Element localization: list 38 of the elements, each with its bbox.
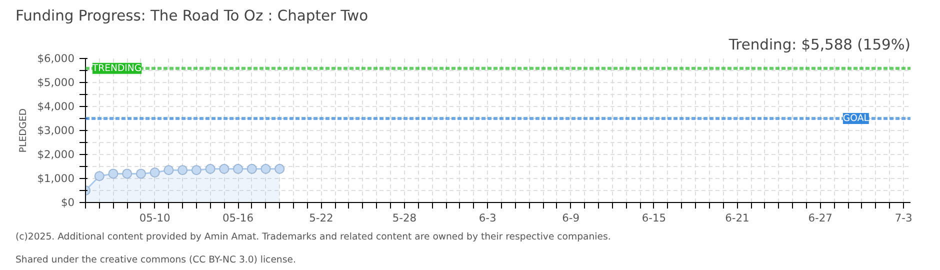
- point: [94, 171, 104, 182]
- x-tick-label: 05-16: [222, 212, 254, 224]
- point: [233, 164, 244, 174]
- y-tick-label: $6,000: [37, 52, 75, 65]
- x-tick-label: 5-28: [392, 212, 417, 224]
- x-tick-label: 6-3: [478, 212, 496, 224]
- y-tick-label: $3,000: [37, 124, 75, 137]
- x-tick-label: 5-22: [309, 212, 334, 224]
- y-tick-label: $4,000: [37, 100, 75, 113]
- x-tick-label: 6-15: [642, 212, 666, 224]
- x-tick-label: 6-27: [808, 212, 832, 224]
- point: [150, 168, 160, 178]
- text: Shared under the creative commons (CC BY-NC 3.0) license.: [16, 254, 296, 266]
- y-tick-label: $2,000: [37, 148, 75, 161]
- point: [205, 164, 216, 174]
- point: [164, 165, 174, 176]
- point: [274, 164, 285, 174]
- point: [219, 164, 230, 174]
- point: [178, 165, 188, 176]
- chart-title: Funding Progress: The Road To Oz : Chapter Two: [16, 8, 368, 24]
- x-tick-label: 05-10: [139, 212, 171, 224]
- y-tick-label: $1,000: [37, 172, 75, 185]
- x-tick-label: 6-9: [562, 212, 580, 224]
- point: [246, 164, 257, 174]
- y-tick-label: $0: [60, 196, 75, 209]
- point: [191, 165, 202, 176]
- x-tick-label: 6-21: [725, 212, 750, 224]
- chart-subtitle: Trending: $5,588 (159%): [728, 36, 911, 54]
- point: [108, 168, 118, 179]
- ref-line-label: TRENDING: [91, 62, 142, 74]
- ref-line-label: GOAL: [842, 113, 870, 124]
- point: [122, 168, 132, 179]
- y-axis-title: PLEDGED: [18, 108, 30, 153]
- y-tick-label: $5,000: [37, 76, 75, 89]
- x-tick-label: 7-3: [894, 212, 912, 224]
- text: (c)2025. Additional content provided by Amin Amat. Trademarks and related content are owned by their respective companies.: [16, 232, 611, 242]
- point: [136, 168, 146, 179]
- point: [260, 164, 271, 174]
